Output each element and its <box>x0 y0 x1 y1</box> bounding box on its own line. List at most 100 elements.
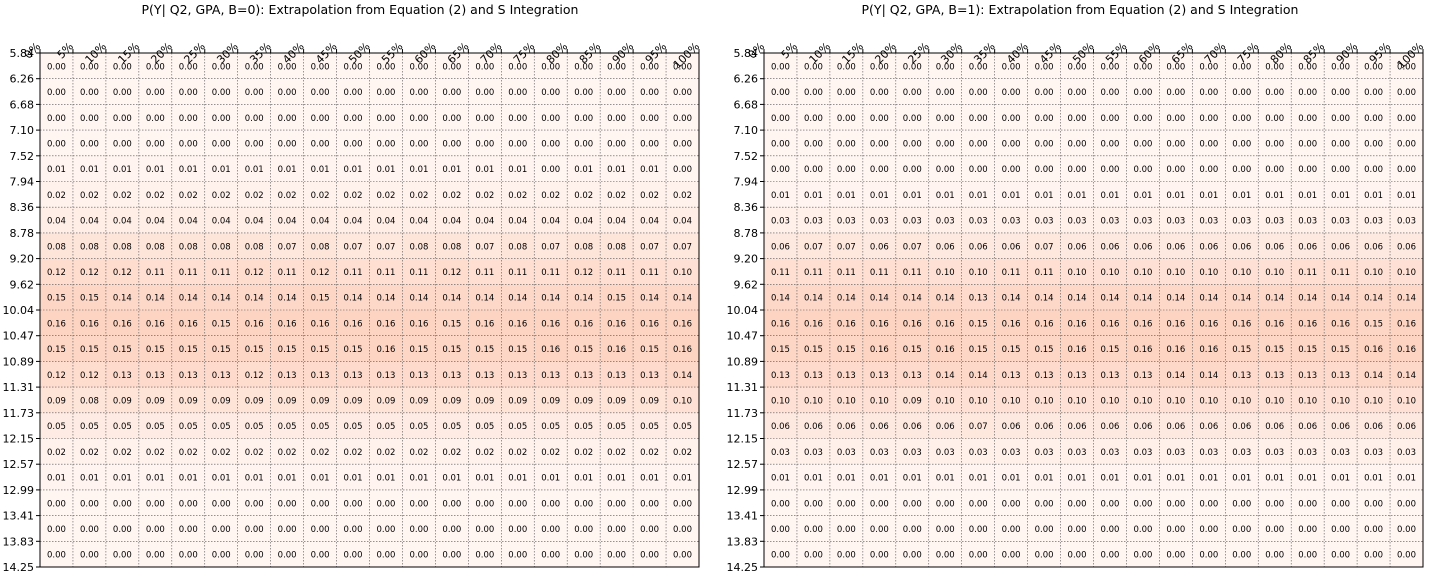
heatmap-cell <box>204 387 238 413</box>
cell-value-label: 0.00 <box>1002 88 1021 98</box>
cell-value-label: 0.00 <box>804 114 823 124</box>
cell-value-label: 0.14 <box>936 371 955 381</box>
heatmap-cell <box>1291 104 1325 131</box>
cell-value-label: 0.00 <box>771 88 790 98</box>
cell-value-label: 0.00 <box>377 551 396 561</box>
cell-value-label: 0.05 <box>47 422 66 432</box>
cell-value-label: 0.00 <box>508 499 527 509</box>
cell-value-label: 0.02 <box>574 448 593 458</box>
cell-value-label: 0.14 <box>870 294 889 304</box>
heatmap-cell <box>633 78 667 105</box>
cell-value-label: 0.11 <box>1002 268 1021 278</box>
cell-value-label: 0.00 <box>870 62 889 72</box>
heatmap-cell <box>1060 130 1094 156</box>
heatmap-cell <box>270 155 304 182</box>
cell-value-label: 0.06 <box>1068 242 1087 252</box>
cell-value-label: 0.00 <box>673 525 692 535</box>
cell-value-label: 0.10 <box>1364 396 1383 406</box>
heatmap-cell <box>764 310 797 336</box>
cell-value-label: 0.00 <box>804 88 823 98</box>
cell-value-label: 0.01 <box>344 474 363 484</box>
heatmap-cell <box>1126 387 1160 413</box>
cell-value-label: 0.10 <box>1298 396 1317 406</box>
heatmap-cell <box>40 489 73 516</box>
cell-value-label: 0.06 <box>771 242 790 252</box>
heatmap-cell <box>1093 207 1127 233</box>
cell-value-label: 0.00 <box>837 114 856 124</box>
cell-value-label: 0.09 <box>146 396 165 406</box>
heatmap-cell <box>468 104 502 131</box>
cell-value-label: 0.14 <box>1298 294 1317 304</box>
heatmap-cell <box>303 310 337 336</box>
cell-value-label: 0.00 <box>80 499 99 509</box>
heatmap-cell <box>72 515 106 542</box>
cell-value-label: 0.00 <box>607 88 626 98</box>
cell-value-label: 0.03 <box>1133 448 1152 458</box>
cell-value-label: 0.02 <box>344 191 363 201</box>
cell-value-label: 0.01 <box>771 191 790 201</box>
heatmap-cell <box>994 361 1028 388</box>
heatmap-cell <box>1192 53 1226 79</box>
cell-value-label: 0.10 <box>1035 396 1054 406</box>
heatmap-panel-b0: 0.00 0.00 0.00 0.00 0.00 0.00 0.00 0.00 0.00 0.00… <box>3 2 703 574</box>
heatmap-cell <box>961 438 995 465</box>
cell-value-label: 0.00 <box>1199 62 1218 72</box>
heatmap-cell <box>1192 310 1226 336</box>
cell-value-label: 0.06 <box>1364 242 1383 252</box>
heatmap-cell <box>40 515 73 542</box>
heatmap-cell <box>237 464 271 490</box>
cell-value-label: 0.13 <box>344 371 363 381</box>
cell-value-label: 0.00 <box>1232 139 1251 149</box>
heatmap-cell <box>895 181 929 208</box>
cell-value-label: 0.00 <box>475 551 494 561</box>
cell-value-label: 0.14 <box>1397 294 1416 304</box>
y-tick-label: 8.36 <box>734 201 759 214</box>
heatmap-cell <box>1324 335 1358 362</box>
heatmap-cell <box>829 335 863 362</box>
cell-value-label: 0.09 <box>377 396 396 406</box>
heatmap-cell <box>1390 515 1423 542</box>
cell-value-label: 0.00 <box>1133 525 1152 535</box>
heatmap-cell <box>138 207 172 233</box>
cell-value-label: 0.02 <box>278 191 297 201</box>
cell-value-label: 0.01 <box>245 165 264 175</box>
heatmap-cell <box>1192 438 1226 465</box>
cell-value-label: 0.00 <box>377 525 396 535</box>
heatmap-cell <box>105 130 139 156</box>
heatmap-cell <box>829 387 863 413</box>
heatmap-cell <box>1126 53 1160 79</box>
heatmap-cell <box>105 464 139 490</box>
cell-value-label: 0.01 <box>179 474 198 484</box>
cell-value-label: 0.00 <box>1068 525 1087 535</box>
cell-value-label: 0.01 <box>80 165 99 175</box>
heatmap-cell <box>633 387 667 413</box>
cell-value-label: 0.07 <box>541 242 560 252</box>
heatmap-cell <box>862 464 896 490</box>
heatmap-cell <box>1258 387 1292 413</box>
cell-value-label: 0.00 <box>47 88 66 98</box>
heatmap-cell <box>1390 361 1423 388</box>
heatmap-cell <box>994 310 1028 336</box>
heatmap-cell <box>501 104 535 131</box>
heatmap-cell <box>270 53 304 79</box>
heatmap-cell <box>270 387 304 413</box>
cell-value-label: 0.06 <box>1199 422 1218 432</box>
cell-value-label: 0.00 <box>1298 499 1317 509</box>
heatmap-cell <box>270 361 304 388</box>
heatmap-cell <box>1126 284 1160 310</box>
cell-value-label: 0.15 <box>969 319 988 329</box>
cell-value-label: 0.03 <box>1397 448 1416 458</box>
cell-value-label: 0.14 <box>1331 294 1350 304</box>
heatmap-cell <box>1126 464 1160 490</box>
cell-value-label: 0.05 <box>80 422 99 432</box>
heatmap-cell <box>764 335 797 362</box>
heatmap-cell <box>72 541 106 567</box>
heatmap-cell <box>796 412 830 439</box>
heatmap-cell <box>468 284 502 310</box>
heatmap-cell <box>171 104 205 131</box>
heatmap-cell <box>567 489 601 516</box>
cell-value-label: 0.00 <box>804 499 823 509</box>
heatmap-cell <box>961 130 995 156</box>
cell-value-label: 0.00 <box>1166 139 1185 149</box>
cell-value-label: 0.06 <box>870 422 889 432</box>
